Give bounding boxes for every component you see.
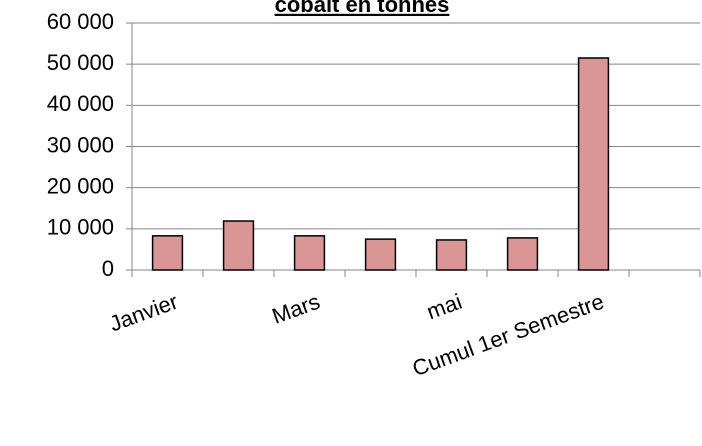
y-tick-label: 50 000: [47, 50, 114, 75]
bar: [577, 57, 610, 271]
bar: [364, 238, 397, 271]
y-tick-label: 30 000: [47, 132, 114, 157]
bar: [222, 220, 255, 271]
y-tick-label: 40 000: [47, 91, 114, 116]
bar: [435, 239, 468, 271]
chart-title: cobalt en tonnes: [275, 0, 450, 17]
y-tick-label: 60 000: [47, 9, 114, 34]
y-tick-label: 10 000: [47, 215, 114, 240]
bar: [506, 237, 539, 271]
y-tick-label: 0: [102, 256, 114, 281]
bar: [293, 235, 326, 271]
y-tick-label: 20 000: [47, 173, 114, 198]
bar: [151, 235, 184, 271]
